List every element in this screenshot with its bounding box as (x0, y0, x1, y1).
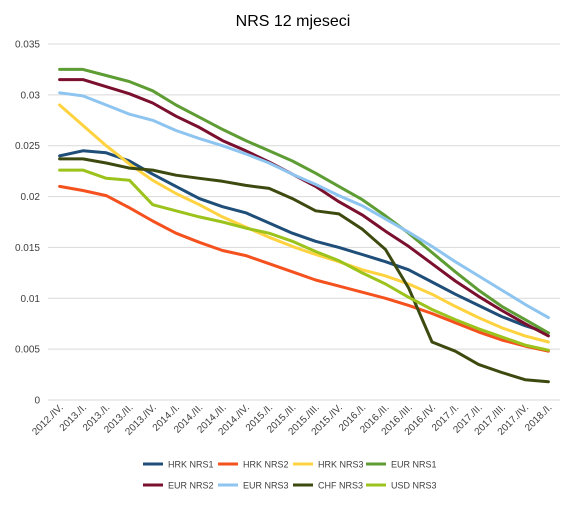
series-lines (58, 67, 550, 384)
legend-label: USD NRS3 (391, 481, 437, 491)
y-tick-label: 0.035 (15, 40, 40, 51)
legend-label: EUR NRS1 (391, 460, 437, 470)
y-tick-label: 0.015 (15, 243, 40, 254)
series-line-eur-nrs1 (58, 67, 550, 335)
series-line-chf-nrs3 (58, 157, 550, 384)
legend-label: HRK NRS2 (243, 460, 289, 470)
series-line-usd-nrs3 (58, 168, 550, 352)
gridlines (48, 43, 560, 401)
x-axis: 2012./IV.2013./I.2013./I.2013./II.2013./… (30, 402, 554, 437)
y-tick-label: 0.03 (21, 90, 41, 101)
y-tick-label: 0.01 (21, 294, 41, 305)
series-line-eur-nrs3 (58, 91, 550, 320)
series-line-hrk-nrs3 (58, 103, 550, 344)
legend-label: HRK NRS3 (318, 460, 364, 470)
legend: HRK NRS1 HRK NRS2 HRK NRS3 EUR NRS1 EUR NRS2… (143, 460, 437, 491)
y-axis: 0 0.005 0.01 0.015 0.02 0.025 0.03 0.035 (15, 40, 40, 407)
legend-label: HRK NRS1 (168, 460, 214, 470)
x-tick-label: 2012./IV. (30, 402, 65, 437)
series-line-eur-nrs2 (58, 78, 550, 338)
y-tick-label: 0.025 (15, 141, 40, 152)
y-tick-label: 0.02 (21, 192, 41, 203)
y-tick-label: 0.005 (15, 345, 40, 356)
legend-label: EUR NRS2 (168, 481, 214, 491)
legend-label: CHF NRS3 (318, 481, 363, 491)
y-tick-label: 0 (34, 396, 40, 407)
legend-label: EUR NRS3 (243, 481, 289, 491)
series-line-hrk-nrs2 (58, 184, 550, 353)
chart-title: NRS 12 mjeseci (236, 13, 351, 30)
